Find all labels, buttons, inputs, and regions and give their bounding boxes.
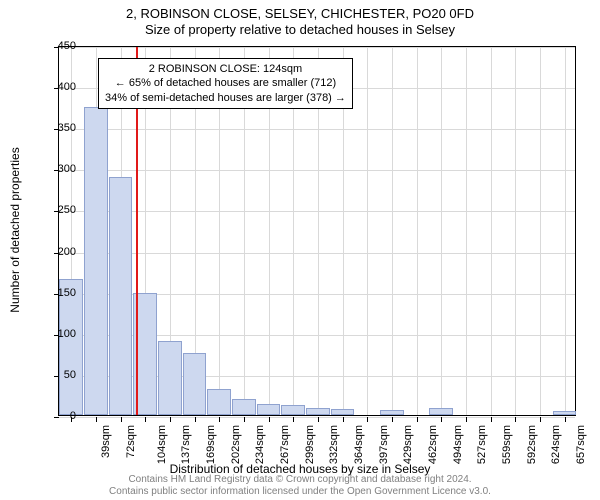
xtick-mark	[244, 417, 245, 422]
histogram-bar	[306, 408, 330, 415]
xtick-label: 202sqm	[230, 425, 242, 464]
footer-credits: Contains HM Land Registry data © Crown c…	[0, 474, 600, 498]
annotation-box: 2 ROBINSON CLOSE: 124sqm ← 65% of detach…	[98, 58, 353, 109]
histogram-bar	[331, 409, 355, 415]
xtick-label: 397sqm	[378, 425, 390, 464]
xtick-mark	[145, 417, 146, 422]
xtick-mark	[392, 417, 393, 422]
xtick-label: 137sqm	[180, 425, 192, 464]
xtick-label: 169sqm	[205, 425, 217, 464]
xtick-mark	[491, 417, 492, 422]
xtick-label: 72sqm	[125, 425, 137, 458]
xtick-mark	[96, 417, 97, 422]
histogram-bar	[257, 404, 281, 415]
ytick-label: 100	[42, 328, 76, 340]
chart-title: 2, ROBINSON CLOSE, SELSEY, CHICHESTER, P…	[0, 0, 600, 22]
xtick-label: 332sqm	[328, 425, 340, 464]
xtick-label: 39sqm	[100, 425, 112, 458]
xtick-label: 364sqm	[353, 425, 365, 464]
annotation-line-1: 2 ROBINSON CLOSE: 124sqm	[105, 62, 346, 76]
gridline-v	[466, 47, 467, 415]
gridline-v	[417, 47, 418, 415]
chart-container: 2, ROBINSON CLOSE, SELSEY, CHICHESTER, P…	[0, 0, 600, 500]
xtick-mark	[565, 417, 566, 422]
xtick-mark	[441, 417, 442, 422]
gridline-v	[540, 47, 541, 415]
xtick-label: 267sqm	[279, 425, 291, 464]
xtick-mark	[219, 417, 220, 422]
chart-subtitle: Size of property relative to detached ho…	[0, 22, 600, 38]
y-axis-label: Number of detached properties	[8, 147, 22, 312]
ytick-label: 150	[42, 287, 76, 299]
xtick-label: 494sqm	[452, 425, 464, 464]
ytick-label: 0	[42, 410, 76, 422]
ytick-label: 250	[42, 204, 76, 216]
gridline-v	[565, 47, 566, 415]
xtick-mark	[269, 417, 270, 422]
xtick-label: 624sqm	[550, 425, 562, 464]
xtick-label: 299sqm	[304, 425, 316, 464]
gridline-v	[515, 47, 516, 415]
xtick-label: 657sqm	[575, 425, 587, 464]
xtick-mark	[121, 417, 122, 422]
xtick-label: 592sqm	[526, 425, 538, 464]
histogram-bar	[183, 353, 207, 415]
ytick-label: 300	[42, 163, 76, 175]
ytick-label: 200	[42, 246, 76, 258]
xtick-mark	[367, 417, 368, 422]
histogram-bar	[207, 389, 231, 415]
ytick-label: 400	[42, 81, 76, 93]
xtick-label: 429sqm	[402, 425, 414, 464]
xtick-mark	[195, 417, 196, 422]
histogram-bar	[84, 107, 108, 415]
xtick-mark	[170, 417, 171, 422]
xtick-mark	[343, 417, 344, 422]
histogram-bar	[281, 405, 305, 415]
xtick-mark	[293, 417, 294, 422]
histogram-bar	[109, 177, 133, 415]
gridline-h	[59, 417, 575, 418]
xtick-mark	[417, 417, 418, 422]
histogram-bar	[232, 399, 256, 415]
annotation-line-3: 34% of semi-detached houses are larger (…	[105, 91, 346, 105]
histogram-bar	[553, 411, 577, 415]
ytick-label: 350	[42, 122, 76, 134]
annotation-line-2: ← 65% of detached houses are smaller (71…	[105, 76, 346, 90]
xtick-mark	[540, 417, 541, 422]
xtick-mark	[515, 417, 516, 422]
xtick-mark	[318, 417, 319, 422]
footer-line-1: Contains HM Land Registry data © Crown c…	[0, 474, 600, 486]
xtick-label: 104sqm	[156, 425, 168, 464]
ytick-label: 450	[42, 40, 76, 52]
gridline-v	[367, 47, 368, 415]
plot-wrap: 39sqm72sqm104sqm137sqm169sqm202sqm234sqm…	[58, 46, 576, 416]
xtick-label: 559sqm	[501, 425, 513, 464]
footer-line-2: Contains public sector information licen…	[0, 486, 600, 498]
histogram-bar	[380, 410, 404, 415]
xtick-label: 527sqm	[476, 425, 488, 464]
histogram-bar	[429, 408, 453, 415]
ytick-label: 50	[42, 369, 76, 381]
histogram-bar	[158, 341, 182, 415]
xtick-mark	[466, 417, 467, 422]
gridline-v	[392, 47, 393, 415]
xtick-label: 462sqm	[427, 425, 439, 464]
gridline-v	[441, 47, 442, 415]
histogram-bar	[59, 279, 83, 415]
xtick-label: 234sqm	[254, 425, 266, 464]
gridline-v	[491, 47, 492, 415]
